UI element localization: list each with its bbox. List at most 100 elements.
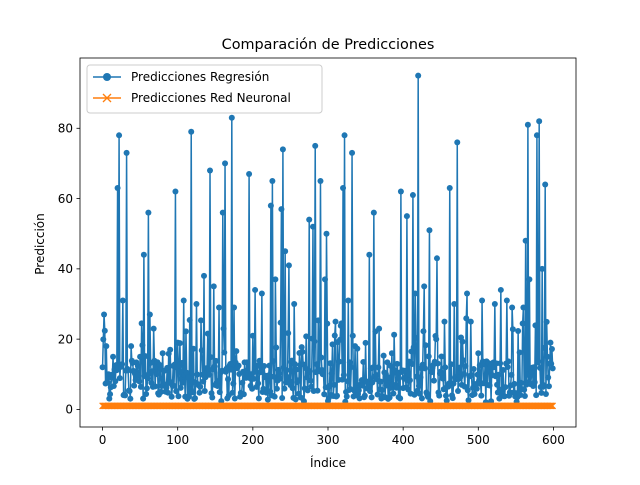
x-axis-label: Índice xyxy=(310,455,346,470)
data-point-regresion xyxy=(418,395,425,402)
data-point-regresion xyxy=(442,392,449,399)
data-point-regresion xyxy=(321,276,328,283)
data-point-regresion xyxy=(218,398,225,405)
data-point-regresion xyxy=(544,353,551,360)
data-point-red-neuronal xyxy=(547,402,555,410)
data-point-regresion xyxy=(410,344,417,351)
data-point-regresion xyxy=(436,392,443,399)
data-point-regresion xyxy=(542,181,549,188)
data-point-regresion xyxy=(143,390,150,397)
data-point-regresion xyxy=(545,383,552,390)
data-point-regresion xyxy=(438,353,445,360)
data-point-regresion xyxy=(101,327,108,334)
data-point-regresion xyxy=(417,374,424,381)
data-point-regresion xyxy=(197,317,204,324)
data-point-regresion xyxy=(390,390,397,397)
data-point-regresion xyxy=(441,318,448,325)
data-point-regresion xyxy=(206,371,213,378)
data-point-regresion xyxy=(328,370,335,377)
data-point-red-neuronal xyxy=(546,402,554,410)
data-point-regresion xyxy=(500,366,507,373)
data-point-regresion xyxy=(397,188,404,195)
data-point-regresion xyxy=(258,290,265,297)
data-point-regresion xyxy=(279,395,286,402)
data-point-regresion xyxy=(191,395,198,402)
data-point-regresion xyxy=(317,178,324,184)
data-point-regresion xyxy=(369,379,376,386)
data-point-regresion xyxy=(279,146,286,153)
data-point-regresion xyxy=(185,393,192,400)
data-point-regresion xyxy=(190,345,197,352)
data-point-regresion xyxy=(421,283,428,290)
data-point-regresion xyxy=(306,368,313,375)
data-point-regresion xyxy=(213,357,220,364)
x-tick-label: 200 xyxy=(241,433,264,447)
data-point-regresion xyxy=(468,372,475,379)
data-point-regresion xyxy=(101,311,108,318)
data-point-regresion xyxy=(283,367,290,374)
data-point-regresion xyxy=(243,359,250,366)
data-point-regresion xyxy=(114,185,121,192)
data-point-regresion xyxy=(214,383,221,390)
data-point-regresion xyxy=(533,392,540,399)
data-point-regresion xyxy=(298,344,305,351)
data-point-regresion xyxy=(216,304,223,311)
data-point-regresion xyxy=(393,384,400,391)
data-point-regresion xyxy=(420,328,427,335)
data-point-regresion xyxy=(267,202,274,209)
data-point-regresion xyxy=(293,366,300,373)
data-point-regresion xyxy=(543,318,550,325)
data-point-regresion xyxy=(112,378,119,385)
data-point-regresion xyxy=(349,332,356,339)
data-point-regresion xyxy=(308,383,315,390)
y-tick-label: 60 xyxy=(58,192,73,206)
data-point-regresion xyxy=(383,382,390,389)
data-point-regresion xyxy=(526,276,533,283)
data-point-regresion xyxy=(343,393,350,400)
data-point-regresion xyxy=(433,255,440,262)
data-point-regresion xyxy=(339,376,346,383)
legend-marker-neural xyxy=(102,93,112,103)
data-point-regresion xyxy=(380,352,387,359)
axes: 0 100 200 300 400 500 600 0 20 40 60 80 xyxy=(58,57,577,447)
data-point-regresion xyxy=(210,283,217,290)
data-point-regresion xyxy=(337,336,344,343)
data-point-regresion xyxy=(312,142,319,149)
data-point-regresion xyxy=(240,391,247,398)
data-point-regresion xyxy=(134,363,141,370)
data-point-regresion xyxy=(276,370,283,377)
data-point-regresion xyxy=(494,381,501,388)
data-point-regresion xyxy=(449,395,456,402)
data-point-regresion xyxy=(426,227,433,234)
data-point-regresion xyxy=(261,362,268,369)
data-point-regresion xyxy=(273,385,280,392)
data-point-regresion xyxy=(454,139,461,146)
data-point-regresion xyxy=(250,375,257,382)
data-point-regresion xyxy=(292,396,299,403)
data-point-regresion xyxy=(332,318,339,325)
data-point-regresion xyxy=(285,330,292,337)
data-point-regresion xyxy=(532,322,539,329)
data-point-regresion xyxy=(425,353,432,360)
data-point-regresion xyxy=(391,331,398,338)
data-point-regresion xyxy=(264,396,271,403)
data-point-regresion xyxy=(258,368,265,375)
data-point-regresion xyxy=(273,344,280,351)
data-point-regresion xyxy=(318,354,325,361)
data-point-regresion xyxy=(304,387,311,394)
data-point-regresion xyxy=(137,383,144,390)
data-point-regresion xyxy=(315,317,322,324)
legend-box xyxy=(86,64,323,114)
data-point-regresion xyxy=(150,325,157,332)
data-point-regresion xyxy=(386,394,393,401)
data-point-regresion xyxy=(370,209,377,216)
data-point-regresion xyxy=(461,371,468,377)
x-tick-label: 600 xyxy=(542,433,565,447)
data-point-regresion xyxy=(397,395,404,402)
data-point-regresion xyxy=(144,375,151,382)
data-point-regresion xyxy=(496,395,503,402)
data-point-regresion xyxy=(456,364,463,371)
data-point-regresion xyxy=(131,382,138,389)
data-point-regresion xyxy=(451,301,458,307)
data-point-regresion xyxy=(255,380,262,387)
